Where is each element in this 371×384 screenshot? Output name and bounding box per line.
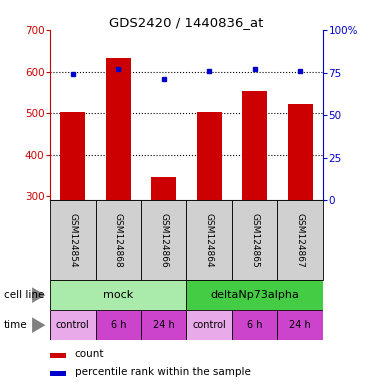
- Text: GSM124854: GSM124854: [68, 213, 77, 268]
- Text: 6 h: 6 h: [247, 320, 262, 330]
- Polygon shape: [32, 317, 45, 333]
- Bar: [50, 310, 96, 340]
- Text: time: time: [4, 320, 27, 330]
- Bar: [288, 104, 312, 200]
- Text: control: control: [192, 320, 226, 330]
- Bar: [187, 310, 232, 340]
- Text: mock: mock: [103, 290, 134, 300]
- Text: percentile rank within the sample: percentile rank within the sample: [75, 367, 250, 377]
- Bar: [187, 280, 323, 310]
- Text: cell line: cell line: [4, 290, 44, 300]
- Bar: [96, 310, 141, 340]
- Bar: [50, 200, 96, 280]
- Text: GSM124864: GSM124864: [205, 213, 214, 268]
- Text: GSM124866: GSM124866: [159, 213, 168, 268]
- Title: GDS2420 / 1440836_at: GDS2420 / 1440836_at: [109, 16, 264, 29]
- Bar: [141, 310, 187, 340]
- Text: control: control: [56, 320, 90, 330]
- Text: deltaNp73alpha: deltaNp73alpha: [210, 290, 299, 300]
- Bar: [242, 91, 267, 200]
- Bar: [278, 200, 323, 280]
- Polygon shape: [32, 287, 45, 303]
- Bar: [106, 58, 131, 200]
- Text: count: count: [75, 349, 104, 359]
- Bar: [232, 310, 278, 340]
- Bar: [197, 112, 221, 200]
- Bar: [232, 200, 278, 280]
- Text: GSM124865: GSM124865: [250, 213, 259, 268]
- Bar: [50, 280, 187, 310]
- Text: 24 h: 24 h: [289, 320, 311, 330]
- Bar: [60, 112, 85, 200]
- Text: GSM124867: GSM124867: [296, 213, 305, 268]
- Bar: [151, 177, 176, 200]
- Bar: [187, 200, 232, 280]
- Bar: [50, 371, 66, 376]
- Bar: [141, 200, 187, 280]
- Text: GSM124868: GSM124868: [114, 213, 123, 268]
- Text: 24 h: 24 h: [153, 320, 175, 330]
- Bar: [96, 200, 141, 280]
- Text: 6 h: 6 h: [111, 320, 126, 330]
- Bar: [278, 310, 323, 340]
- Bar: [50, 353, 66, 358]
